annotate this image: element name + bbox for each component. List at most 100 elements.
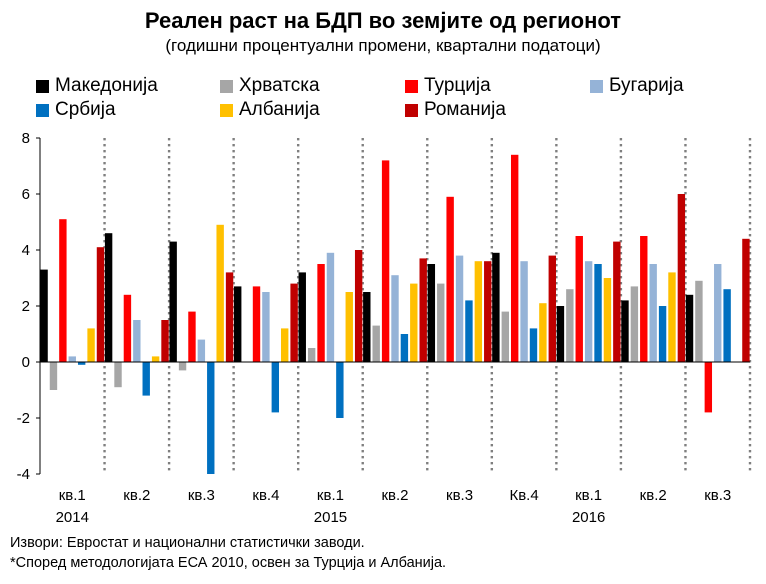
bar [336,362,344,418]
legend-swatch-serbia [36,103,49,117]
bar [234,286,242,362]
legend-item-macedonia: Македонија [36,75,158,97]
bar [501,311,509,362]
bar [510,154,519,362]
bar [59,219,67,362]
bar [104,233,113,362]
bar [96,247,105,362]
bar [630,286,639,362]
bar [685,294,694,362]
bar [437,283,445,362]
bar [677,194,686,362]
x-tick-label: кв.3 [704,487,731,504]
bar [87,328,95,362]
bar [649,264,657,362]
bar [391,275,399,362]
bar [188,311,196,362]
footnote-source: Извори: Евростат и национални статистичк… [10,535,365,551]
bar [290,283,298,362]
bar [68,356,76,362]
x-tick-label: кв.1 [59,487,86,504]
bar [252,286,261,362]
bar [658,306,667,362]
x-tick-label: кв.3 [446,487,473,504]
legend-label-bulgaria: Бугарија [609,75,684,96]
x-tick-label: кв.2 [381,487,408,504]
bar [695,280,703,362]
y-tick-label: 6 [22,186,30,203]
y-tick-label: 4 [22,242,30,259]
x-tick-label: кв.2 [640,487,667,504]
legend-item-croatia: Хрватска [220,75,320,97]
chart-subtitle: (годишни процентуални промени, квартални… [165,36,601,55]
bar [400,334,409,362]
bar [621,300,629,362]
bar [281,328,289,362]
x-year-label: 2015 [314,509,347,526]
bar [410,283,418,362]
x-year-label: 2016 [572,509,605,526]
bar [307,348,316,362]
legend-item-romania: Романија [405,99,506,121]
legend-label-turkey: Турција [424,75,491,96]
bar [262,292,270,362]
bar [584,261,593,362]
bar [178,362,187,371]
bar [539,303,547,362]
bar [77,362,86,365]
legend-label-croatia: Хрватска [239,75,320,96]
footnote-methodology: *Според методологијата ЕСА 2010, освен з… [10,555,447,571]
bar [427,264,436,362]
x-tick-label: Кв.4 [509,487,538,504]
bar [326,252,335,362]
bar [225,272,234,362]
x-tick-label: кв.4 [252,487,279,504]
bar [474,261,483,362]
bar [271,362,280,413]
bar [603,278,612,362]
bar [575,236,583,362]
bar [197,339,206,362]
legend-label-macedonia: Македонија [55,75,158,96]
bar [142,362,150,396]
bar [723,289,731,362]
bar [114,362,122,388]
legend-item-albania: Албанија [220,99,320,121]
legend-label-serbia: Србија [55,99,116,120]
bar [207,362,215,474]
bar [151,356,160,362]
bar [49,362,58,390]
bar [455,255,464,362]
bar [520,261,528,362]
legend-swatch-turkey [405,79,418,93]
bar [594,264,602,362]
bar [216,224,224,362]
legend-swatch-macedonia [36,79,49,93]
bar [668,272,676,362]
bar [40,269,48,362]
bar [714,264,722,362]
legend-label-romania: Романија [424,99,506,120]
legend-item-serbia: Србија [36,99,116,121]
y-tick-label: -4 [17,466,30,483]
bar [161,320,169,362]
bar [566,289,574,362]
x-tick-label: кв.2 [123,487,150,504]
bar [613,241,621,362]
legend-label-albania: Албанија [239,99,320,120]
bar [465,300,473,362]
bar [492,252,500,362]
bar [548,255,556,362]
legend-swatch-croatia [220,79,233,93]
y-tick-label: 8 [22,130,30,147]
x-year-label: 2014 [56,509,89,526]
bar [372,325,380,362]
x-tick-label: кв.1 [575,487,602,504]
y-tick-label: 0 [22,354,30,371]
bar [484,261,492,362]
bar [742,238,750,362]
bar [169,241,177,362]
bar [640,236,648,362]
bar [363,292,371,362]
